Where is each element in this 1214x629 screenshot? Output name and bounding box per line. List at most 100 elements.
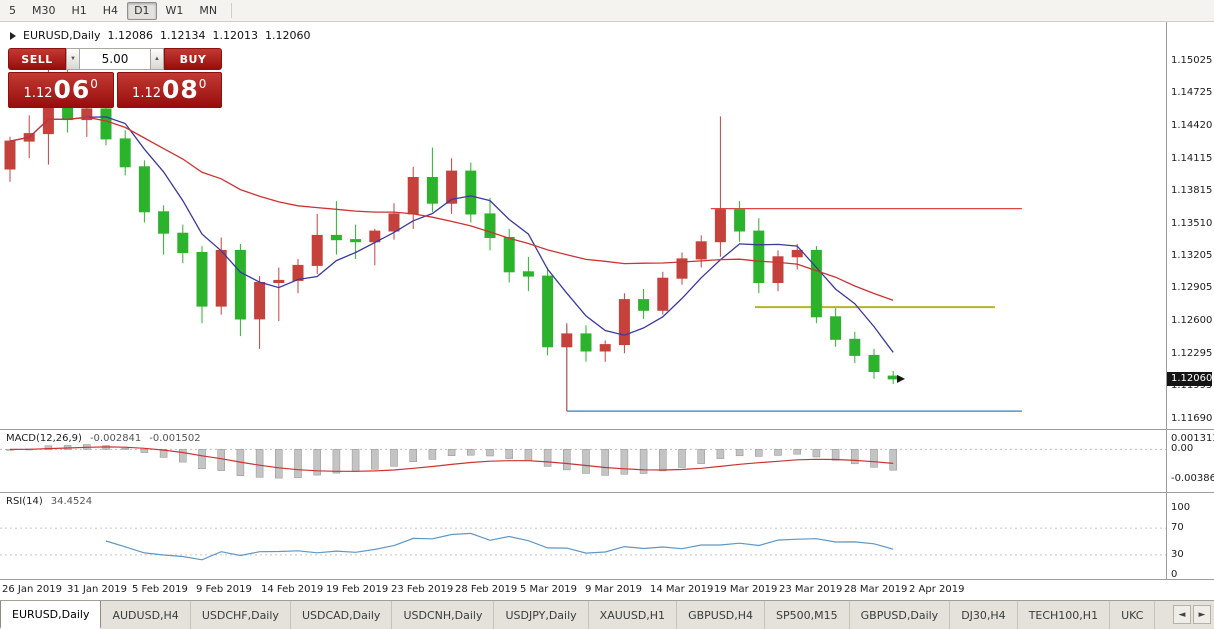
chart-window: EURUSD,Daily 1.12086 1.12134 1.12013 1.1… (0, 22, 1214, 600)
ohlc-close-value: 1.12060 (264, 29, 311, 42)
tabs-scroll-right-button[interactable]: ► (1193, 605, 1211, 624)
timeframe-button-h1[interactable]: H1 (65, 2, 94, 20)
candle (273, 267, 285, 322)
sell-button[interactable]: SELL (8, 48, 66, 70)
price-axis[interactable]: 1.12060 1.15025 1.14725 1.14420 1.14115 1.13… (1166, 22, 1214, 429)
current-price-badge: 1.12060 (1167, 372, 1212, 386)
main-chart-pane: EURUSD,Daily 1.12086 1.12134 1.12013 1.1… (0, 22, 1214, 430)
ohlc-open-value: 1.12086 (107, 29, 153, 42)
price-axis-label: 1.12600 (1171, 315, 1213, 326)
chart-tabbar: EURUSD,Daily AUDUSD,H4 USDCHF,Daily USDCAD,… (0, 600, 1214, 629)
price-axis-label: 1.15025 (1171, 55, 1213, 66)
price-axis-label: 1.14420 (1171, 120, 1213, 131)
macd-axis-label: -0.003862 (1171, 473, 1214, 484)
price-axis-label: 1.13205 (1171, 250, 1213, 261)
chart-tab-usdchf-daily[interactable]: USDCHF,Daily (191, 601, 291, 629)
candle (4, 136, 16, 182)
chart-tab-dj30-h4[interactable]: DJ30,H4 (950, 601, 1018, 629)
timeframe-button-h4[interactable]: H4 (96, 2, 125, 20)
current-price-pointer-icon (897, 374, 905, 383)
macd-label: MACD(12,26,9) -0.002841 -0.001502 (6, 433, 201, 444)
macd-main-value: -0.002841 (89, 433, 142, 444)
date-axis-label: 9 Mar 2019 (585, 584, 643, 595)
buy-price-pips: 08 (162, 75, 199, 104)
chart-tab-gbpusd-h4[interactable]: GBPUSD,H4 (677, 601, 766, 629)
candle (292, 258, 304, 294)
chart-tab-list: EURUSD,Daily AUDUSD,H4 USDCHF,Daily USDCAD,… (0, 601, 1156, 629)
chart-tab-xauusd-h1[interactable]: XAUUSD,H1 (589, 601, 678, 629)
candle (196, 246, 208, 324)
timeframe-button-5[interactable]: 5 (2, 2, 23, 20)
candle (446, 158, 458, 214)
buy-price-point: 0 (198, 76, 207, 91)
rsi-name: RSI(14) (6, 496, 43, 507)
buy-button[interactable]: BUY (164, 48, 222, 70)
macd-signal-value: -0.001502 (149, 433, 201, 444)
tabs-scroll-left-button[interactable]: ◄ (1173, 605, 1191, 624)
macd-indicator-pane: MACD(12,26,9) -0.002841 -0.001502 0.0013… (0, 430, 1214, 493)
price-axis-label: 1.13815 (1171, 185, 1213, 196)
chart-tab-ukc[interactable]: UKC (1110, 601, 1156, 629)
candle (311, 213, 323, 274)
date-axis-label: 19 Feb 2019 (326, 584, 389, 595)
candle (158, 205, 170, 255)
price-axis-label: 1.12295 (1171, 348, 1213, 359)
sell-price-pips: 06 (53, 75, 91, 104)
chart-tab-eurusd-daily[interactable]: EURUSD,Daily (0, 601, 102, 629)
drawn-hlines (566, 207, 1022, 412)
macd-canvas[interactable] (0, 430, 1166, 492)
chart-tab-tech100-h1[interactable]: TECH100,H1 (1018, 601, 1111, 629)
timeframe-button-m30[interactable]: M30 (25, 2, 63, 20)
chart-tab-usdcnh-daily[interactable]: USDCNH,Daily (392, 601, 495, 629)
candle (734, 201, 746, 242)
candle (522, 256, 534, 292)
timeframe-button-mn[interactable]: MN (192, 2, 224, 20)
candle (791, 243, 803, 270)
rsi-label: RSI(14) 34.4524 (6, 496, 92, 507)
volume-decrease-button[interactable]: ▼ (66, 48, 80, 70)
date-axis[interactable]: 26 Jan 2019 31 Jan 2019 5 Feb 2019 9 Feb 20… (0, 580, 1214, 600)
volume-input[interactable] (80, 48, 150, 70)
price-axis-label: 1.11690 (1171, 413, 1213, 424)
date-axis-label: 2 Apr 2019 (909, 584, 965, 595)
timeframe-button-d1[interactable]: D1 (127, 1, 157, 20)
chart-tab-gbpusd-daily[interactable]: GBPUSD,Daily (850, 601, 951, 629)
candle (254, 276, 266, 349)
trade-order-row: SELL ▼ ▲ BUY (8, 48, 222, 70)
date-axis-label: 5 Mar 2019 (520, 584, 578, 595)
candle (542, 267, 554, 356)
price-axis-label: 1.13510 (1171, 218, 1213, 229)
candles (4, 61, 899, 412)
chart-tab-usdjpy-daily[interactable]: USDJPY,Daily (494, 601, 589, 629)
chart-tab-usdcad-daily[interactable]: USDCAD,Daily (291, 601, 393, 629)
chart-ohlc-header: EURUSD,Daily 1.12086 1.12134 1.12013 1.1… (10, 29, 310, 42)
sell-price-display[interactable]: 1.12 06 0 (8, 72, 114, 108)
rsi-axis[interactable]: 100 70 30 0 (1166, 493, 1214, 580)
rsi-canvas[interactable] (0, 493, 1166, 579)
macd-signal-line (9, 446, 894, 472)
date-axis-label: 31 Jan 2019 (67, 584, 127, 595)
candle (676, 252, 688, 285)
candle (100, 106, 112, 146)
tab-scroll-arrows: ◄ ► (1173, 605, 1211, 624)
timeframe-button-w1[interactable]: W1 (159, 2, 191, 20)
date-axis-label: 28 Mar 2019 (844, 584, 908, 595)
chart-tab-audusd-h4[interactable]: AUDUSD,H4 (101, 601, 191, 629)
macd-name: MACD(12,26,9) (6, 433, 82, 444)
rsi-axis-label: 30 (1171, 549, 1184, 560)
chart-tab-sp500-m15[interactable]: SP500,M15 (765, 601, 850, 629)
ohlc-high-value: 1.12134 (159, 29, 206, 42)
candle (753, 218, 765, 294)
date-axis-label: 23 Feb 2019 (391, 584, 454, 595)
date-axis-label: 9 Feb 2019 (196, 584, 252, 595)
candle (599, 340, 611, 362)
buy-price-display[interactable]: 1.12 08 0 (116, 72, 222, 108)
sell-price-point: 0 (90, 76, 98, 91)
sell-price-prefix: 1.12 (23, 86, 53, 101)
candle (714, 116, 726, 257)
date-axis-label: 23 Mar 2019 (779, 584, 843, 595)
macd-axis-label: 0.001313 (1171, 433, 1214, 444)
volume-increase-button[interactable]: ▲ (150, 48, 164, 70)
